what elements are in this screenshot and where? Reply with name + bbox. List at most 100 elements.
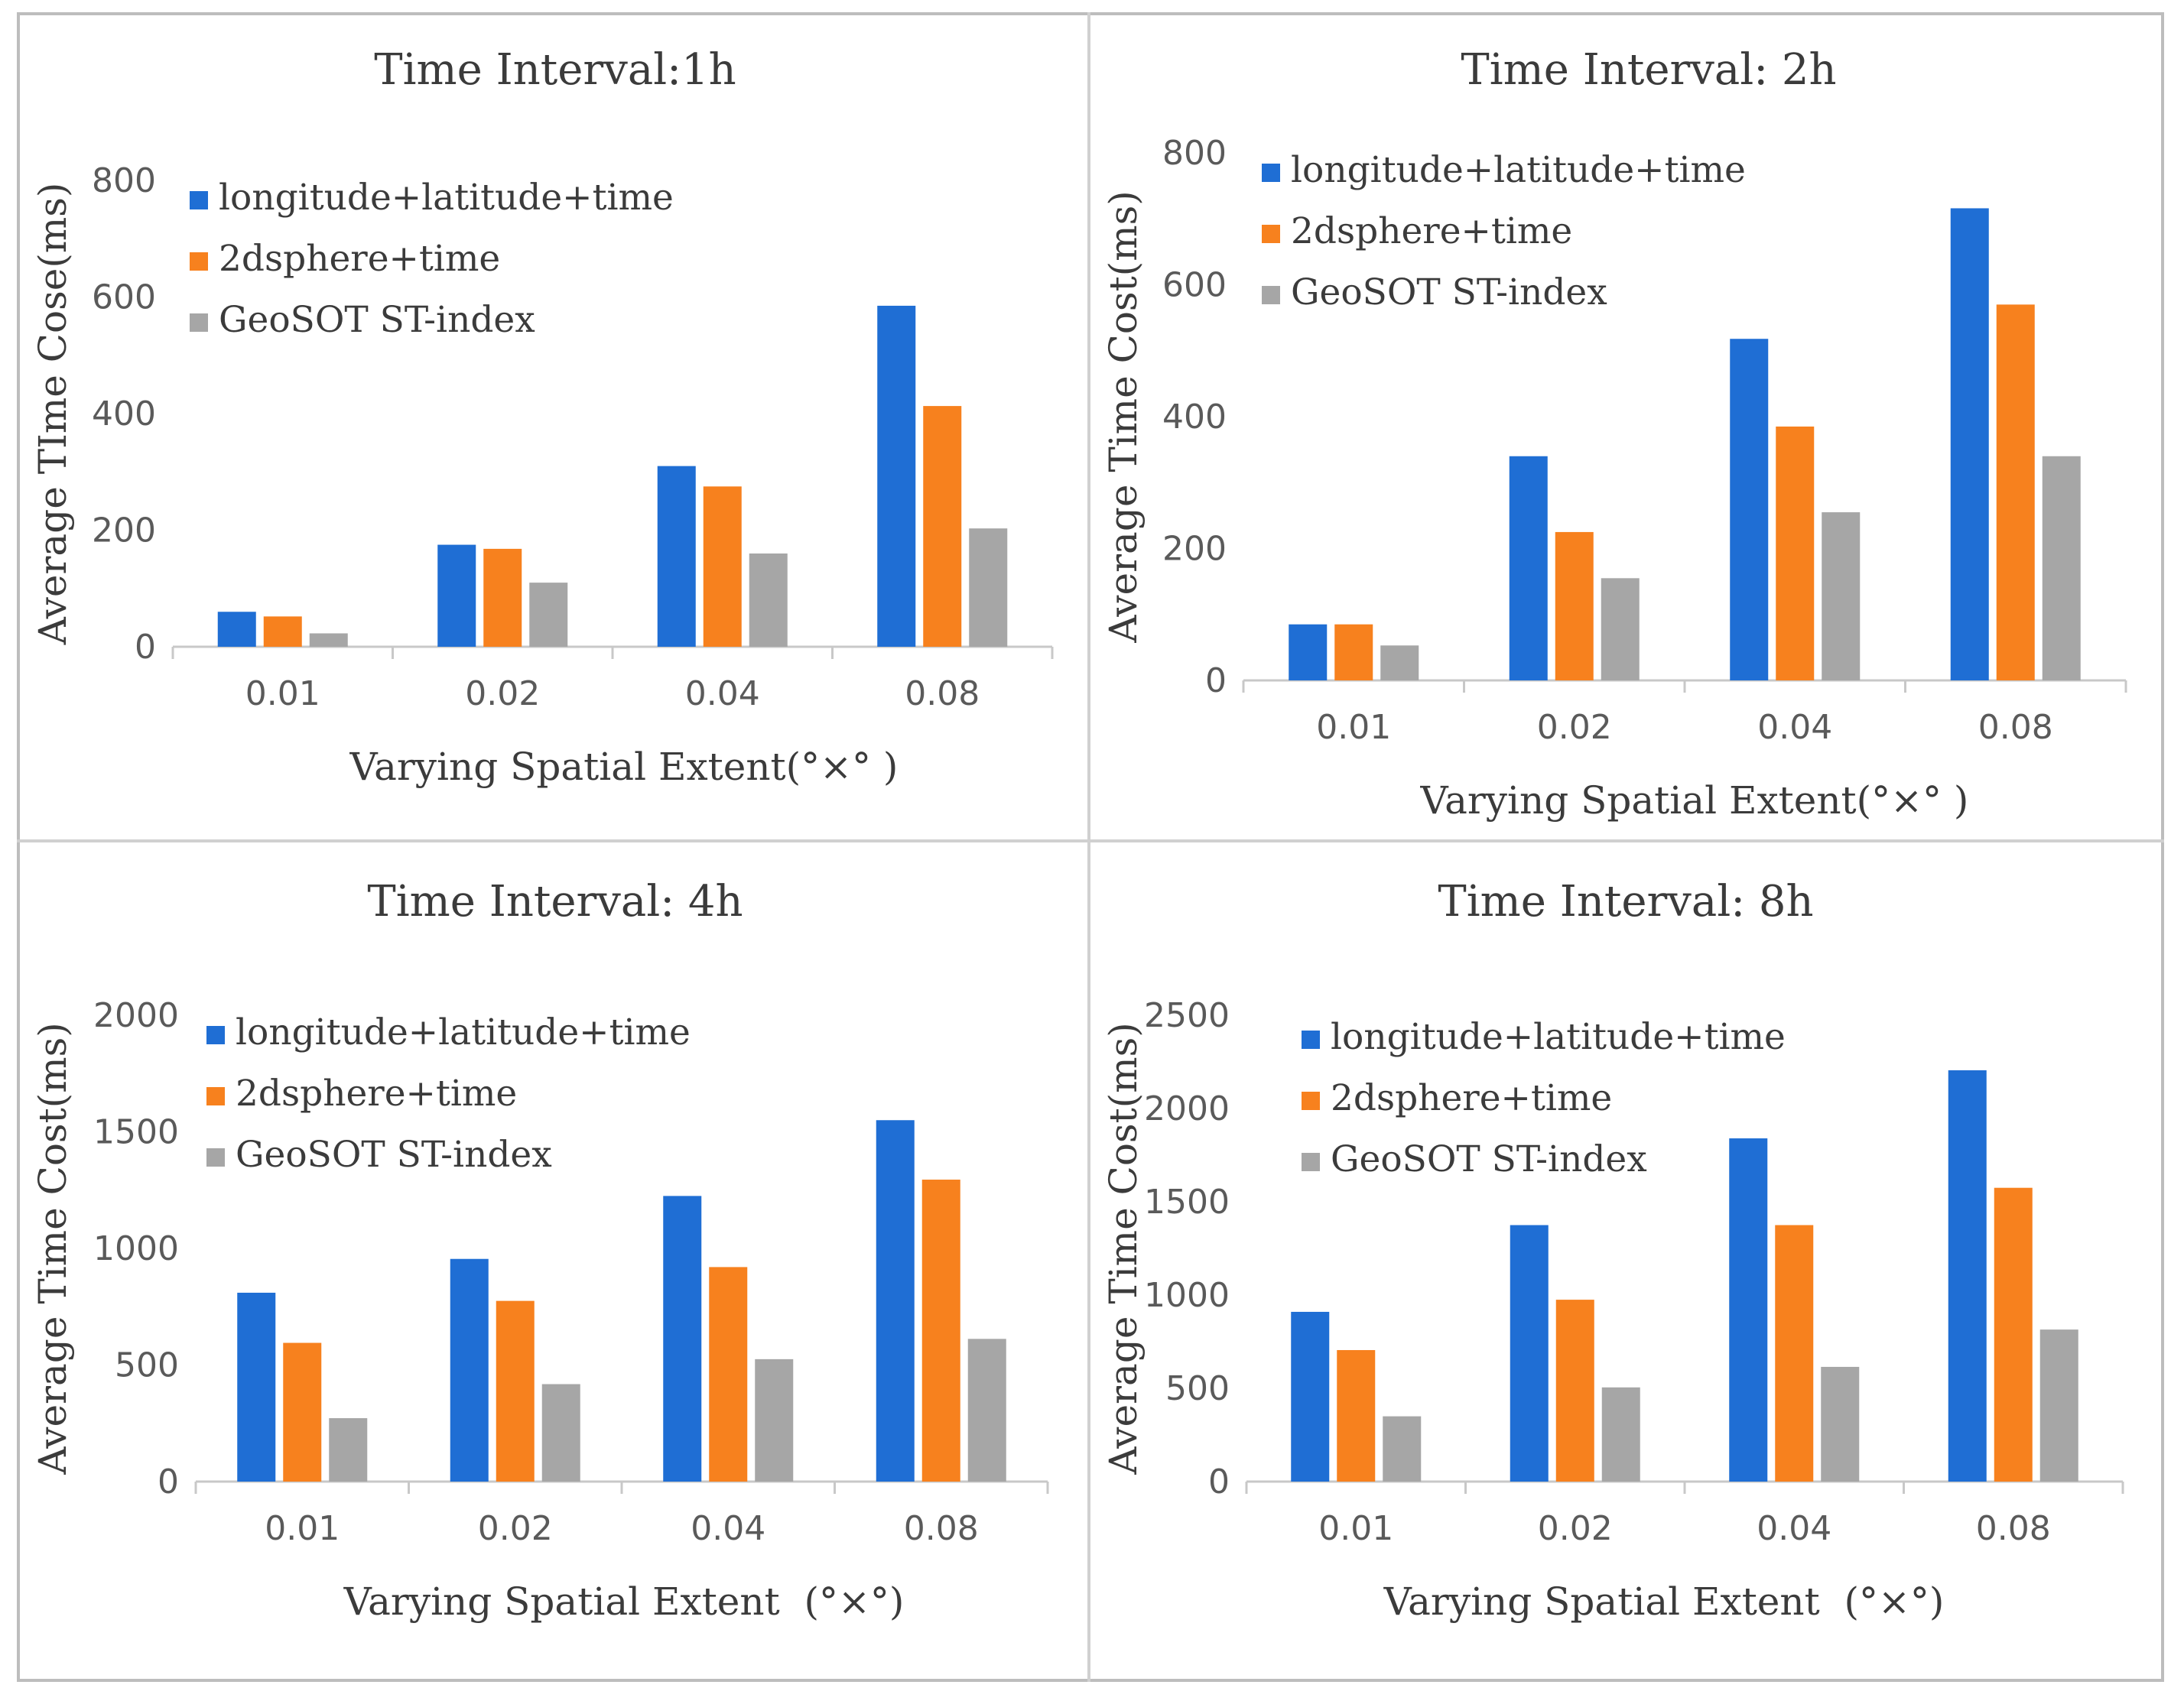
bar <box>663 1196 702 1482</box>
bar <box>1601 1387 1640 1482</box>
x-tick-label: 0.01 <box>265 1509 340 1548</box>
bar <box>1601 578 1640 680</box>
y-tick-label: 200 <box>1162 530 1227 569</box>
x-axis-title: Varying Spatial Extent(°×° ) <box>349 745 899 789</box>
y-tick-label: 2000 <box>93 996 179 1035</box>
bar <box>921 1180 960 1482</box>
bar <box>283 1342 322 1482</box>
x-tick-label: 0.01 <box>1316 708 1391 747</box>
legend-label: GeoSOT ST-index <box>236 1134 552 1176</box>
y-axis-title: Average TIme Cose(ms) <box>31 183 75 646</box>
bar <box>1510 1225 1549 1482</box>
bar <box>923 406 962 647</box>
legend-swatch <box>206 1087 225 1105</box>
bar <box>2042 456 2081 680</box>
legend-swatch <box>1262 286 1280 304</box>
y-tick-label: 800 <box>1162 134 1227 173</box>
x-tick-label: 0.02 <box>465 674 540 713</box>
bar <box>1380 645 1419 680</box>
bar <box>541 1384 580 1482</box>
bar <box>1948 1070 1987 1482</box>
y-tick-label: 0 <box>1205 661 1227 700</box>
legend-label: longitude+latitude+time <box>1291 149 1746 191</box>
bar <box>1729 1138 1768 1482</box>
bar <box>1289 624 1328 680</box>
legend-swatch <box>1302 1031 1320 1049</box>
bar <box>237 1292 276 1482</box>
bar <box>969 528 1008 647</box>
y-tick-label: 400 <box>92 394 156 433</box>
legend-swatch <box>1262 225 1280 243</box>
bar <box>496 1300 535 1482</box>
x-axis-title: Varying Spatial Extent (°×°) <box>343 1579 905 1624</box>
y-tick-label: 2500 <box>1144 996 1230 1035</box>
bar <box>749 553 788 647</box>
y-tick-label: 200 <box>92 511 156 550</box>
bar <box>1730 339 1769 680</box>
bar <box>1775 1225 1814 1482</box>
x-axis-title: Varying Spatial Extent (°×°) <box>1383 1579 1945 1624</box>
bar <box>1337 1349 1376 1482</box>
x-tick-label: 0.04 <box>691 1509 765 1548</box>
bar <box>755 1359 794 1482</box>
legend-swatch <box>1302 1092 1320 1110</box>
legend-swatch <box>1262 164 1280 182</box>
y-tick-label: 500 <box>115 1346 179 1385</box>
x-tick-label: 0.02 <box>1537 708 1612 747</box>
x-tick-label: 0.08 <box>904 1509 979 1548</box>
y-tick-label: 0 <box>158 1462 179 1501</box>
legend-label: GeoSOT ST-index <box>219 299 535 341</box>
bar <box>967 1339 1006 1482</box>
bar <box>1950 208 1989 680</box>
chart-1h: Time Interval:1h 0 200 400 600 800 0.01 0.02 0.0… <box>31 45 1054 789</box>
y-tick-label: 2000 <box>1144 1089 1230 1128</box>
panel-divider-horizontal <box>17 839 2164 842</box>
bar <box>709 1267 748 1482</box>
x-tick-label: 0.08 <box>1976 1509 2051 1548</box>
y-tick-label: 800 <box>92 161 156 200</box>
chart-4h: Time Interval: 4h 0 500 1000 1500 2000 0.01 0.0… <box>31 877 1049 1624</box>
x-tick-label: 0.08 <box>1978 708 2053 747</box>
y-tick-label: 1500 <box>93 1113 179 1152</box>
x-tick-label: 0.01 <box>1318 1509 1393 1548</box>
chart-8h: Time Interval: 8h 0 500 1000 1500 2000 2500 0.0… <box>1101 877 2124 1624</box>
bar <box>1821 1366 1860 1482</box>
chart-title: Time Interval:1h <box>374 45 736 95</box>
bar <box>529 583 568 647</box>
legend-label: GeoSOT ST-index <box>1291 271 1607 313</box>
legend-label: 2dsphere+time <box>219 238 500 280</box>
legend-swatch <box>1302 1153 1320 1171</box>
x-tick-label: 0.04 <box>1757 708 1832 747</box>
legend-swatch <box>206 1148 225 1167</box>
x-tick-label: 0.08 <box>905 674 980 713</box>
y-axis-title: Average Time Cost(ms) <box>1101 1022 1146 1475</box>
x-tick-label: 0.04 <box>685 674 760 713</box>
y-tick-label: 500 <box>1165 1369 1230 1408</box>
legend-label: 2dsphere+time <box>1291 210 1572 252</box>
x-tick-label: 0.02 <box>478 1509 553 1548</box>
bar <box>1996 304 2035 680</box>
bar <box>1776 426 1815 680</box>
bar <box>329 1418 368 1482</box>
legend-swatch <box>190 252 208 271</box>
bar <box>483 548 522 647</box>
bar <box>217 612 256 647</box>
bar <box>263 616 302 647</box>
bar <box>450 1258 489 1482</box>
legend-label: GeoSOT ST-index <box>1331 1138 1647 1180</box>
legend-label: longitude+latitude+time <box>219 177 674 219</box>
chart-title: Time Interval: 4h <box>367 877 743 927</box>
bar <box>1555 531 1594 680</box>
bar <box>309 633 348 647</box>
chart-2h: Time Interval: 2h 0 200 400 600 800 0.01 0.02 0.… <box>1101 45 2127 823</box>
y-tick-label: 1000 <box>93 1229 179 1268</box>
legend-label: longitude+latitude+time <box>1331 1016 1786 1058</box>
bar <box>876 1120 915 1482</box>
chart-title: Time Interval: 8h <box>1438 877 1813 927</box>
bar <box>877 305 916 647</box>
bar <box>1509 456 1548 680</box>
y-tick-label: 400 <box>1162 398 1227 437</box>
chart-title: Time Interval: 2h <box>1461 45 1836 95</box>
bar <box>1994 1187 2033 1482</box>
legend-swatch <box>206 1026 225 1044</box>
